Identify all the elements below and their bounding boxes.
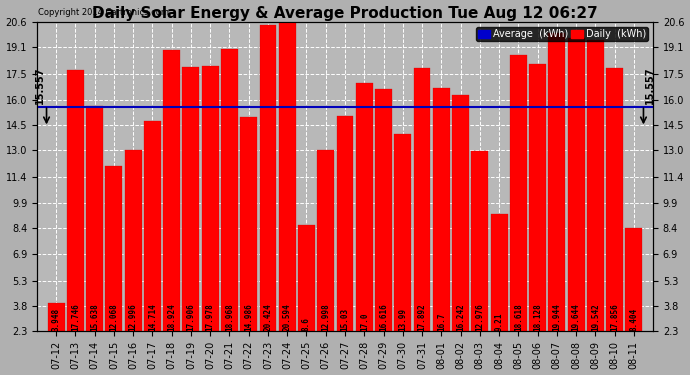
Bar: [298, 225, 315, 332]
Text: 12.976: 12.976: [475, 303, 484, 330]
Text: 14.714: 14.714: [148, 303, 157, 330]
Text: 16.7: 16.7: [437, 312, 446, 330]
Bar: [67, 70, 84, 332]
Bar: [471, 151, 489, 332]
Bar: [279, 22, 296, 332]
Bar: [625, 228, 642, 332]
Text: 18.968: 18.968: [225, 303, 234, 330]
Bar: [510, 55, 526, 332]
Text: 17.856: 17.856: [610, 303, 619, 330]
Text: 17.892: 17.892: [417, 303, 426, 330]
Text: 18.618: 18.618: [514, 303, 523, 330]
Bar: [125, 150, 141, 332]
Text: 8.404: 8.404: [629, 308, 638, 330]
Bar: [529, 63, 546, 332]
Bar: [549, 33, 565, 332]
Text: 8.6: 8.6: [302, 316, 311, 330]
Text: 17.906: 17.906: [186, 303, 195, 330]
Text: 12.996: 12.996: [128, 303, 138, 330]
Legend: Average  (kWh), Daily  (kWh): Average (kWh), Daily (kWh): [476, 27, 648, 42]
Bar: [452, 96, 469, 332]
Title: Daily Solar Energy & Average Production Tue Aug 12 06:27: Daily Solar Energy & Average Production …: [92, 6, 598, 21]
Bar: [144, 121, 161, 332]
Bar: [164, 50, 180, 332]
Text: 14.986: 14.986: [244, 303, 253, 330]
Text: 20.594: 20.594: [283, 303, 292, 330]
Bar: [587, 40, 604, 332]
Bar: [221, 50, 238, 332]
Bar: [86, 106, 103, 332]
Bar: [182, 67, 199, 332]
Bar: [48, 303, 65, 332]
Text: 12.068: 12.068: [110, 303, 119, 330]
Text: 16.242: 16.242: [456, 303, 465, 330]
Bar: [337, 116, 353, 332]
Bar: [375, 89, 392, 332]
Bar: [394, 134, 411, 332]
Bar: [201, 66, 219, 332]
Text: 9.21: 9.21: [495, 312, 504, 330]
Bar: [433, 88, 450, 332]
Text: 19.644: 19.644: [571, 303, 580, 330]
Bar: [413, 68, 431, 332]
Text: 18.924: 18.924: [167, 303, 176, 330]
Bar: [317, 150, 334, 332]
Text: 17.978: 17.978: [206, 303, 215, 330]
Text: Copyright 2014 Cartronics.com: Copyright 2014 Cartronics.com: [38, 8, 169, 16]
Text: 15.03: 15.03: [340, 308, 350, 330]
Text: 13.99: 13.99: [398, 308, 407, 330]
Text: 16.616: 16.616: [379, 303, 388, 330]
Text: 17.0: 17.0: [359, 312, 368, 330]
Text: 3.948: 3.948: [52, 308, 61, 330]
Bar: [259, 25, 277, 332]
Bar: [106, 166, 122, 332]
Text: 17.746: 17.746: [71, 303, 80, 330]
Text: 15.557: 15.557: [645, 66, 656, 104]
Bar: [356, 82, 373, 332]
Text: 12.998: 12.998: [322, 303, 331, 330]
Text: 15.638: 15.638: [90, 303, 99, 330]
Text: 15.557: 15.557: [34, 66, 45, 104]
Text: 18.128: 18.128: [533, 303, 542, 330]
Text: 20.424: 20.424: [264, 303, 273, 330]
Bar: [491, 214, 508, 332]
Bar: [568, 38, 584, 332]
Text: 19.542: 19.542: [591, 303, 600, 330]
Bar: [606, 68, 623, 332]
Bar: [240, 117, 257, 332]
Text: 19.944: 19.944: [552, 303, 562, 330]
